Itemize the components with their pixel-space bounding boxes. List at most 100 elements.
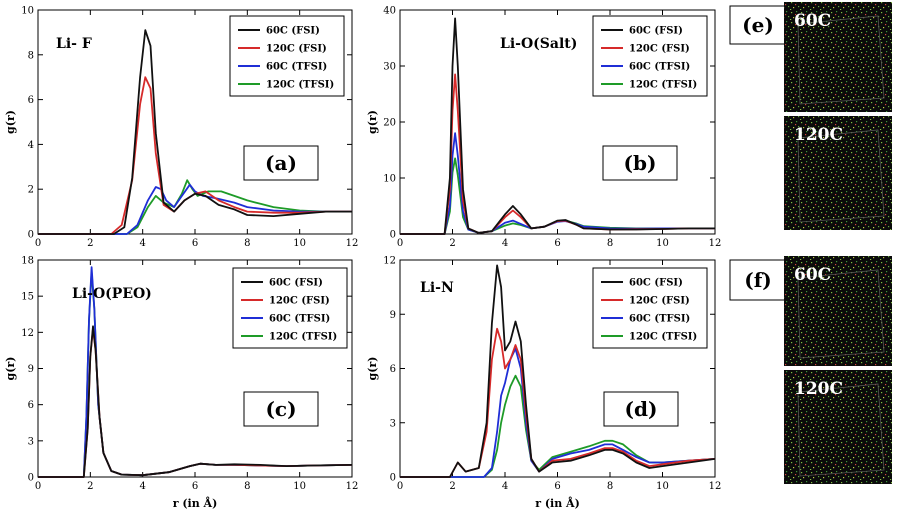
series-line <box>38 325 353 478</box>
x-tick-label: 8 <box>607 238 613 249</box>
x-tick-label: 0 <box>35 238 41 249</box>
x-tick-label: 6 <box>554 481 560 492</box>
simulation-box-outline <box>797 269 885 359</box>
panel-letter: (a) <box>265 151 297 175</box>
y-axis-label: g(r) <box>366 110 379 134</box>
panel-letter: (c) <box>265 397 296 421</box>
x-tick-label: 10 <box>656 238 669 249</box>
y-tick-label: 20 <box>383 118 396 129</box>
y-tick-label: 30 <box>383 62 396 73</box>
snapshot-letter: (f) <box>744 268 772 292</box>
snapshot-image <box>784 116 892 230</box>
x-tick-label: 6 <box>192 238 198 249</box>
legend-entry: 120C (FSI) <box>629 296 690 307</box>
panel-title: Li- F <box>56 36 92 52</box>
chart-0: 0 2 4 6 8 10 12 0 2 4 6 8 10 g(r) Li- F (a) 60C (FSI) 120… <box>4 6 358 250</box>
x-tick-label: 4 <box>502 481 508 492</box>
chart-3: 0 2 4 6 8 10 12 0 3 6 9 12 g(r) r (in Å) Li-N (d) 60C (F… <box>366 256 721 511</box>
panel-title: Li-N <box>420 280 454 296</box>
legend-entry: 60C (TFSI) <box>629 314 690 325</box>
snapshot-group: (e) 60C 120C <box>729 2 892 230</box>
x-axis-label: r (in Å) <box>173 496 218 510</box>
y-tick-label: 2 <box>28 185 34 196</box>
y-tick-label: 6 <box>28 400 34 411</box>
snapshot-letter-box <box>729 259 787 301</box>
snapshot-label: 60C <box>794 265 831 285</box>
simulation-box-outline <box>797 129 885 223</box>
legend-entry: 60C (TFSI) <box>269 314 330 325</box>
x-tick-label: 8 <box>244 238 250 249</box>
legend-entry: 120C (TFSI) <box>629 80 697 91</box>
x-tick-label: 0 <box>397 238 403 249</box>
snapshot-letter: (e) <box>742 13 774 37</box>
x-tick-label: 8 <box>607 481 613 492</box>
legend-entry: 60C (FSI) <box>269 278 323 289</box>
panel-letter-box <box>602 145 678 181</box>
y-tick-label: 3 <box>390 418 396 429</box>
legend-entry: 120C (TFSI) <box>629 332 697 343</box>
legend-entry: 60C (FSI) <box>629 278 683 289</box>
series-line <box>38 183 352 235</box>
x-tick-label: 6 <box>192 481 198 492</box>
x-tick-label: 12 <box>346 481 359 492</box>
y-axis-label: g(r) <box>366 357 379 381</box>
y-tick-label: 12 <box>21 328 34 339</box>
x-tick-label: 0 <box>35 481 41 492</box>
panel-letter-box <box>243 391 319 427</box>
legend-entry: 120C (TFSI) <box>269 332 337 343</box>
y-tick-label: 0 <box>28 473 34 484</box>
x-tick-label: 4 <box>139 481 145 492</box>
series-line <box>38 29 352 235</box>
y-axis-label: g(r) <box>4 357 17 381</box>
legend-entry: 120C (TFSI) <box>266 80 334 91</box>
snapshot-label: 120C <box>794 125 843 145</box>
legend-entry: 120C (FSI) <box>629 44 690 55</box>
snapshot-letter-box <box>729 5 787 45</box>
snapshot-image <box>784 370 892 484</box>
panel-letter: (d) <box>625 397 658 421</box>
legend: 60C (FSI) 120C (FSI) 60C (TFSI) 120C (TFSI) <box>592 267 708 349</box>
chart-2: 0 2 4 6 8 10 12 0 3 6 9 12 15 18 g(r) r (in Å) Li-O(PEO)… <box>4 256 358 511</box>
simulation-box-outline <box>797 383 885 477</box>
x-tick-label: 10 <box>293 481 306 492</box>
y-tick-label: 3 <box>28 436 34 447</box>
x-tick-label: 2 <box>87 238 93 249</box>
y-tick-label: 9 <box>28 364 34 375</box>
legend-entry: 120C (FSI) <box>266 44 327 55</box>
x-tick-label: 12 <box>346 238 359 249</box>
snapshot-label: 60C <box>794 11 831 31</box>
y-tick-label: 18 <box>21 256 34 267</box>
x-tick-label: 10 <box>293 238 306 249</box>
legend: 60C (FSI) 120C (FSI) 60C (TFSI) 120C (TFSI) <box>232 267 348 349</box>
y-tick-label: 4 <box>28 140 34 151</box>
y-tick-label: 40 <box>383 6 396 17</box>
panel-title: Li-O(PEO) <box>72 286 152 302</box>
x-tick-label: 8 <box>244 481 250 492</box>
x-tick-label: 2 <box>449 481 455 492</box>
y-tick-label: 0 <box>390 473 396 484</box>
legend-entry: 120C (FSI) <box>269 296 330 307</box>
series-line <box>400 132 715 235</box>
panel-letter-box <box>243 145 319 181</box>
y-tick-label: 8 <box>28 50 34 61</box>
x-tick-label: 4 <box>502 238 508 249</box>
snapshot-label: 120C <box>794 379 843 399</box>
snapshot-group: (f) 60C 120C <box>729 256 892 484</box>
legend: 60C (FSI) 120C (FSI) 60C (TFSI) 120C (TFSI) <box>592 15 708 97</box>
y-tick-label: 0 <box>28 230 34 241</box>
y-tick-label: 12 <box>383 256 396 267</box>
x-axis-label: r (in Å) <box>535 496 580 510</box>
panel-letter: (b) <box>624 151 657 175</box>
legend-entry: 60C (FSI) <box>629 26 683 37</box>
x-tick-label: 12 <box>709 238 722 249</box>
legend: 60C (FSI) 120C (FSI) 60C (TFSI) 120C (TFSI) <box>229 15 345 97</box>
series-line <box>400 264 716 478</box>
x-tick-label: 0 <box>397 481 403 492</box>
series-line <box>400 374 716 478</box>
y-tick-label: 10 <box>383 174 396 185</box>
legend-entry: 60C (TFSI) <box>266 62 327 73</box>
simulation-box-outline <box>797 15 885 105</box>
chart-1: 0 2 4 6 8 10 12 0 10 20 30 40 g(r) Li-O(Salt) (b) 60C (… <box>366 6 721 250</box>
legend-entry: 60C (FSI) <box>266 26 320 37</box>
panel-letter-box <box>603 391 679 427</box>
